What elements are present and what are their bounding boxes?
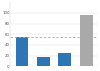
Bar	[37, 57, 50, 66]
Bar	[16, 37, 28, 66]
Bar	[80, 15, 93, 66]
Bar	[58, 53, 71, 66]
